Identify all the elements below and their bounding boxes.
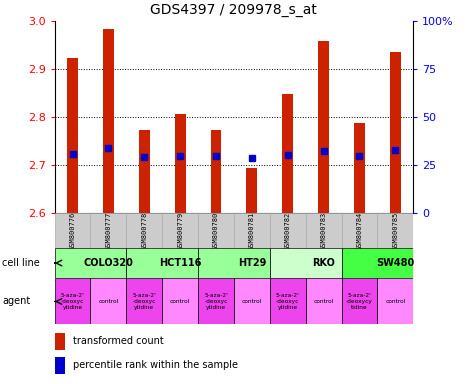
Bar [270, 248, 342, 278]
Bar [55, 213, 91, 248]
Bar [103, 29, 114, 213]
Bar [55, 333, 66, 350]
Text: transformed count: transformed count [73, 336, 163, 346]
Bar [342, 248, 413, 278]
Text: RKO: RKO [312, 258, 335, 268]
Text: control: control [385, 299, 406, 304]
Text: HT29: HT29 [238, 258, 266, 268]
Text: agent: agent [2, 296, 30, 306]
Bar [162, 213, 198, 248]
Text: 5-aza-2'
-deoxyc
ytidine: 5-aza-2' -deoxyc ytidine [276, 293, 300, 310]
Text: GSM800785: GSM800785 [392, 211, 399, 250]
Text: GSM800782: GSM800782 [285, 211, 291, 250]
Text: HCT116: HCT116 [159, 258, 201, 268]
Bar [342, 213, 378, 248]
Bar [270, 278, 306, 324]
Bar [126, 213, 162, 248]
Bar [234, 278, 270, 324]
Text: GSM800776: GSM800776 [69, 211, 76, 250]
Bar [306, 213, 342, 248]
Text: control: control [242, 299, 262, 304]
Bar [378, 278, 413, 324]
Text: GSM800780: GSM800780 [213, 211, 219, 250]
Bar [67, 58, 78, 213]
Text: GSM800783: GSM800783 [321, 211, 327, 250]
Text: control: control [98, 299, 119, 304]
Bar [55, 357, 66, 374]
Bar [234, 213, 270, 248]
Bar [175, 114, 186, 213]
Bar [162, 278, 198, 324]
Bar [198, 248, 270, 278]
Title: GDS4397 / 209978_s_at: GDS4397 / 209978_s_at [151, 3, 317, 17]
Bar [210, 130, 221, 213]
Bar [270, 213, 306, 248]
Bar [91, 278, 126, 324]
Bar [126, 248, 198, 278]
Bar [390, 52, 401, 213]
Text: 5-aza-2'
-deoxycy
tidine: 5-aza-2' -deoxycy tidine [346, 293, 373, 310]
Bar [282, 94, 293, 213]
Bar [354, 123, 365, 213]
Text: 5-aza-2'
-deoxyc
ytidine: 5-aza-2' -deoxyc ytidine [204, 293, 228, 310]
Bar [139, 130, 150, 213]
Bar [91, 213, 126, 248]
Text: SW480: SW480 [376, 258, 415, 268]
Text: GSM800777: GSM800777 [105, 211, 112, 250]
Text: GSM800781: GSM800781 [249, 211, 255, 250]
Text: 5-aza-2'
-deoxyc
ytidine: 5-aza-2' -deoxyc ytidine [133, 293, 156, 310]
Text: COLO320: COLO320 [84, 258, 133, 268]
Bar [126, 278, 162, 324]
Text: GSM800778: GSM800778 [141, 211, 147, 250]
Bar [342, 278, 378, 324]
Bar [198, 213, 234, 248]
Text: GSM800784: GSM800784 [356, 211, 362, 250]
Bar [198, 278, 234, 324]
Text: control: control [170, 299, 190, 304]
Text: control: control [314, 299, 334, 304]
Bar [378, 213, 413, 248]
Bar [318, 41, 329, 213]
Bar [306, 278, 342, 324]
Bar [55, 248, 126, 278]
Bar [55, 278, 91, 324]
Bar [247, 169, 257, 213]
Text: percentile rank within the sample: percentile rank within the sample [73, 360, 238, 370]
Text: cell line: cell line [2, 258, 40, 268]
Text: 5-aza-2'
-deoxyc
ytidine: 5-aza-2' -deoxyc ytidine [61, 293, 85, 310]
Text: GSM800779: GSM800779 [177, 211, 183, 250]
